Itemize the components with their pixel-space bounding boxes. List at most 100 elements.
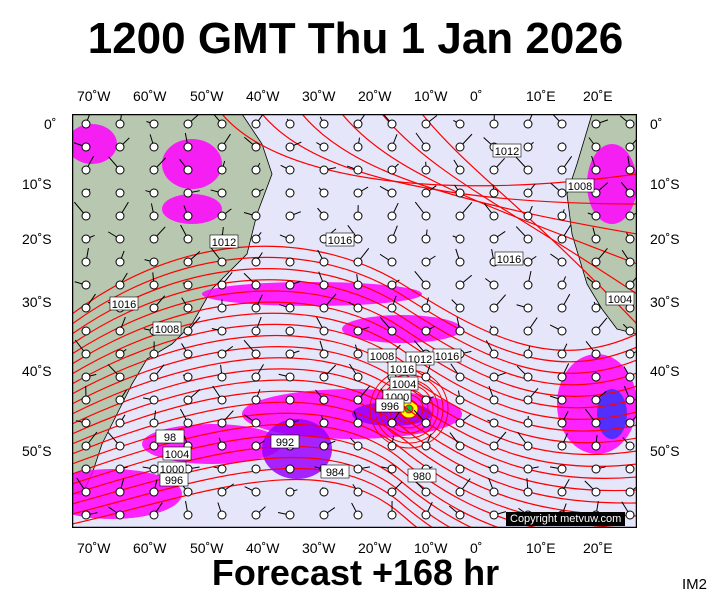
lon-label-bottom: 0˚	[470, 540, 483, 556]
station-marker	[353, 372, 363, 382]
station-marker	[523, 142, 533, 152]
isobar-value: 1004	[608, 294, 632, 306]
station-marker	[285, 211, 295, 221]
station-marker	[319, 119, 329, 129]
isobar	[261, 114, 637, 205]
station-marker	[353, 257, 363, 267]
station-marker	[183, 510, 193, 520]
station-marker	[319, 510, 329, 520]
station-marker	[489, 418, 499, 428]
station-marker	[81, 464, 91, 474]
lon-label-top: 40˚W	[246, 88, 280, 104]
station-marker	[319, 165, 329, 175]
isobar-label: 996	[375, 398, 405, 413]
station-marker	[319, 257, 329, 267]
label-box	[494, 251, 524, 266]
isobar-label: 1008	[367, 348, 397, 363]
isobar	[72, 256, 637, 363]
station-marker	[319, 349, 329, 359]
station-marker	[421, 487, 431, 497]
station-marker	[523, 441, 533, 451]
station-marker	[319, 487, 329, 497]
station-marker	[183, 188, 193, 198]
station-marker	[251, 464, 261, 474]
station-marker	[455, 395, 465, 405]
station-marker	[217, 142, 227, 152]
station-marker	[387, 119, 397, 129]
copyright: Copyright metvuw.com	[506, 512, 626, 526]
station-marker	[557, 188, 567, 198]
station-marker	[183, 142, 193, 152]
isobar	[221, 114, 637, 187]
station-marker	[217, 165, 227, 175]
station-marker	[421, 188, 431, 198]
station-marker	[319, 188, 329, 198]
label-box	[492, 143, 522, 158]
station-marker	[183, 234, 193, 244]
station-marker	[591, 257, 601, 267]
station-marker	[353, 234, 363, 244]
lat-label-left: 50˚S	[22, 443, 52, 459]
station-marker	[217, 349, 227, 359]
station-marker	[285, 418, 295, 428]
station-marker	[591, 487, 601, 497]
station-marker	[557, 464, 567, 474]
label-box	[565, 178, 595, 193]
station-marker	[353, 280, 363, 290]
station-marker	[319, 441, 329, 451]
map-title: 1200 GMT Thu 1 Jan 2026	[87, 14, 624, 63]
station-marker	[183, 257, 193, 267]
station-marker	[353, 487, 363, 497]
station-marker	[557, 349, 567, 359]
station-marker	[217, 487, 227, 497]
lat-label-left: 20˚S	[22, 231, 52, 247]
lon-label-bottom: 60˚W	[133, 540, 167, 556]
station-marker	[217, 326, 227, 336]
forecast-label: Forecast +168 hr	[211, 552, 500, 593]
lon-label-bottom: 50˚W	[190, 540, 224, 556]
station-marker	[421, 211, 431, 221]
station-marker	[455, 418, 465, 428]
station-marker	[455, 464, 465, 474]
station-marker	[183, 326, 193, 336]
station-marker	[149, 418, 159, 428]
station-marker	[387, 211, 397, 221]
station-marker	[557, 142, 567, 152]
station-marker	[81, 418, 91, 428]
station-marker	[489, 280, 499, 290]
station-marker	[489, 326, 499, 336]
precipitation-area	[262, 419, 332, 479]
station-marker	[115, 487, 125, 497]
lat-label-left: 40˚S	[22, 363, 52, 379]
station-marker	[591, 395, 601, 405]
station-marker	[353, 119, 363, 129]
lat-label-right: 10˚S	[650, 176, 680, 192]
label-box	[387, 361, 417, 376]
isobar	[72, 290, 637, 397]
station-marker	[455, 188, 465, 198]
station-marker	[353, 464, 363, 474]
station-marker	[183, 487, 193, 497]
station-marker	[625, 395, 635, 405]
label-box	[320, 464, 350, 479]
isobar	[72, 279, 637, 386]
station-marker	[81, 280, 91, 290]
label-box	[109, 296, 139, 311]
station-marker	[557, 418, 567, 428]
station-marker	[251, 188, 261, 198]
station-marker	[489, 165, 499, 175]
isobar	[72, 478, 419, 528]
station-marker	[285, 257, 295, 267]
station-marker	[387, 441, 397, 451]
station-marker	[557, 441, 567, 451]
lon-label-top: 70˚W	[77, 88, 111, 104]
isobar-label: 1012	[492, 143, 522, 158]
station-marker	[81, 372, 91, 382]
lat-label-right: 30˚S	[650, 294, 680, 310]
station-marker	[523, 188, 533, 198]
station-marker	[115, 349, 125, 359]
station-marker	[387, 464, 397, 474]
station-marker	[625, 510, 635, 520]
station-marker	[115, 326, 125, 336]
station-marker	[217, 510, 227, 520]
